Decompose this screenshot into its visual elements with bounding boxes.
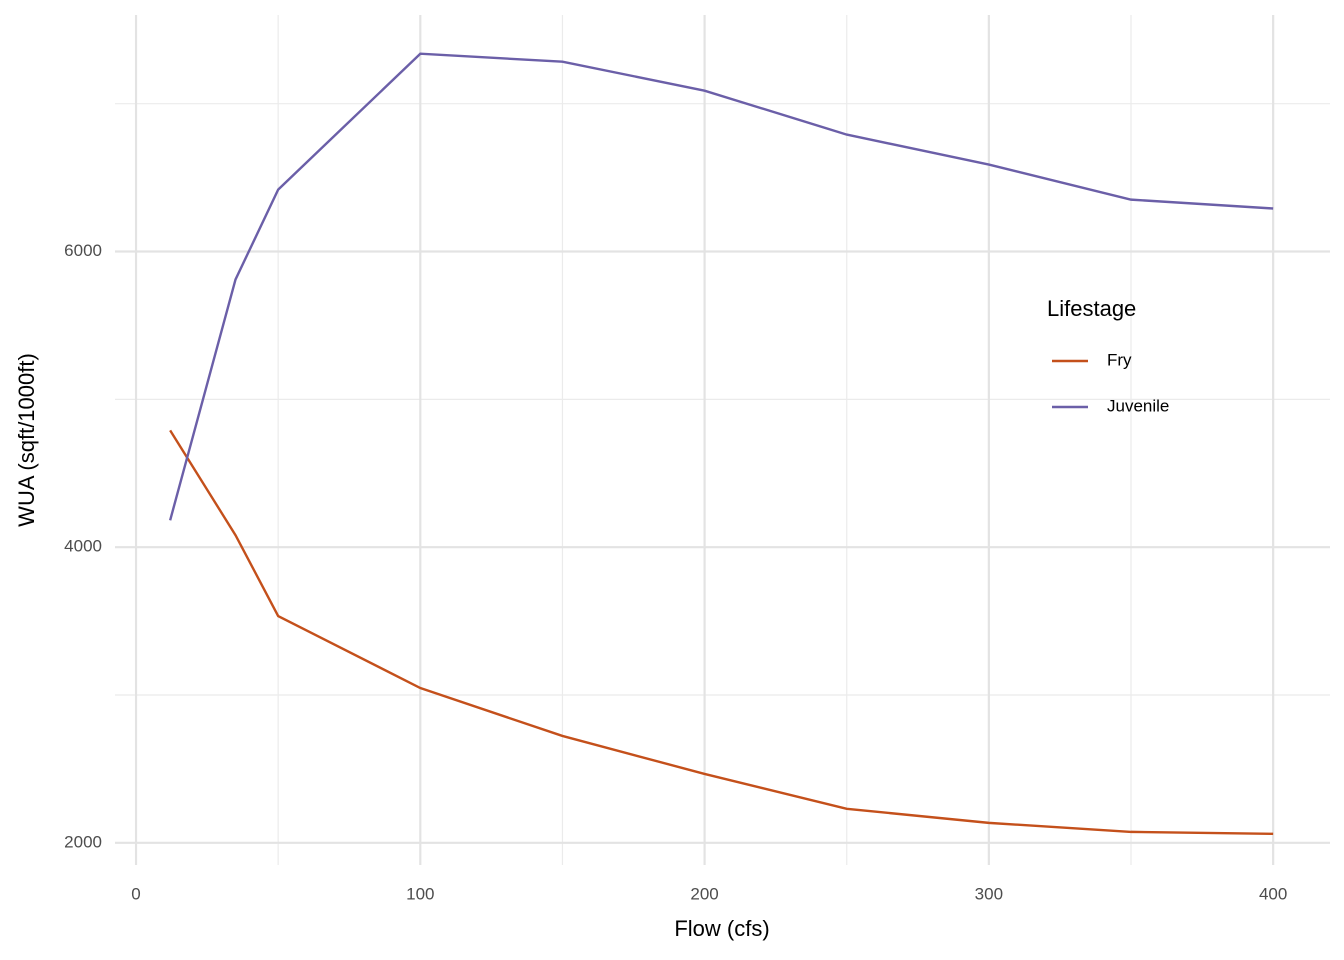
legend-title: Lifestage [1047,296,1136,321]
legend-label: Juvenile [1107,396,1169,415]
y-tick-label: 4000 [64,537,102,556]
x-tick-label: 300 [975,884,1003,903]
y-axis-title: WUA (sqft/1000ft) [14,353,39,527]
legend-label: Fry [1107,350,1132,369]
x-tick-label: 200 [690,884,718,903]
data-line [169,429,1274,836]
x-axis-title: Flow (cfs) [674,916,769,941]
x-tick-label: 400 [1259,884,1287,903]
x-tick-label: 100 [406,884,434,903]
x-tick-label: 0 [131,884,140,903]
data-line [168,52,1274,521]
y-tick-label: 2000 [64,832,102,851]
y-tick-label: 6000 [64,241,102,260]
